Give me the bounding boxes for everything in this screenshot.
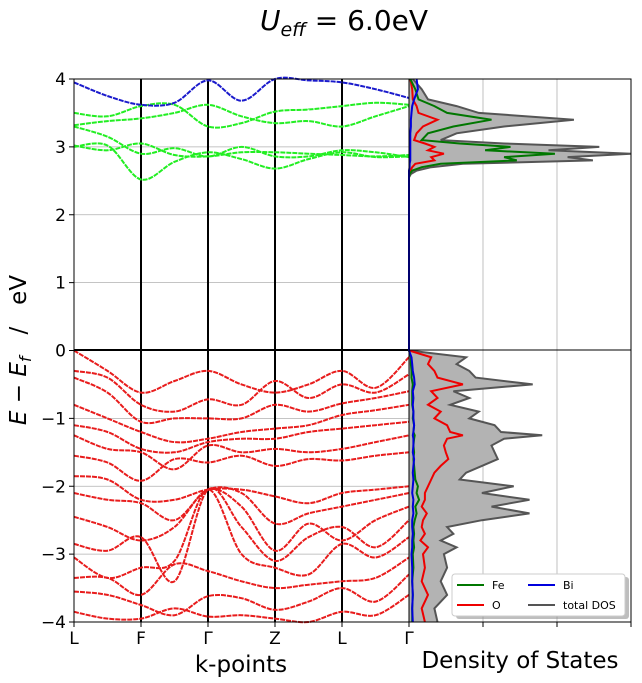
y-tick-label: 4 xyxy=(55,70,66,90)
total-dos-curve xyxy=(408,78,632,623)
legend-bi-label: Bi xyxy=(563,579,574,592)
conduction-band xyxy=(73,125,410,159)
y-tick-label: −1 xyxy=(41,409,66,429)
band-lines xyxy=(73,76,410,624)
ylabel-ef-sub: f xyxy=(16,354,35,362)
valence-band xyxy=(73,403,410,444)
valence-band xyxy=(73,451,410,482)
ylabel-unit: eV xyxy=(6,275,32,305)
ylabel-sep: / xyxy=(6,305,32,357)
dos-curves xyxy=(408,78,632,623)
y-tick-label: −4 xyxy=(41,613,66,633)
ylabel-ef: E xyxy=(6,362,32,377)
k-point-label: L xyxy=(69,629,79,649)
y-tick-label: 0 xyxy=(55,342,66,362)
valence-band xyxy=(73,475,410,505)
legend-total-label: total DOS xyxy=(563,599,616,612)
bi-dos-curve xyxy=(408,78,419,623)
k-point-label: L xyxy=(337,629,347,649)
valence-band xyxy=(73,349,410,394)
x-axis-label: k-points xyxy=(195,652,287,678)
valence-band xyxy=(73,420,410,454)
k-point-label: F xyxy=(136,629,146,649)
k-point-label: Z xyxy=(269,629,281,649)
valence-band xyxy=(73,487,410,584)
y-tick-label: 1 xyxy=(55,274,66,294)
o-dos-curve xyxy=(408,78,464,623)
total-dos-fill xyxy=(409,79,631,622)
title-subscript: eff xyxy=(280,19,308,41)
valence-band xyxy=(73,556,410,596)
k-point-label: Γ xyxy=(404,629,414,649)
y-tick-label: 2 xyxy=(55,206,66,226)
conduction-band xyxy=(73,142,410,158)
conduction-band xyxy=(73,103,410,128)
valence-band xyxy=(73,488,410,580)
y-axis-label: E − Ef / eV xyxy=(6,275,35,425)
valence-band xyxy=(73,486,410,526)
legend: Fe Bi O total DOS xyxy=(451,573,629,619)
valence-band xyxy=(73,434,410,471)
y-axis-ticks: −4 −3 −2 −1 0 1 2 3 4 xyxy=(41,70,74,633)
valence-band xyxy=(73,376,410,425)
legend-o-label: O xyxy=(492,599,501,612)
y-tick-label: 3 xyxy=(55,138,66,158)
k-point-label: Γ xyxy=(203,629,213,649)
ylabel-e: E xyxy=(6,410,32,425)
legend-fe-label: Fe xyxy=(492,579,505,592)
dos-panel: Fe Bi O total DOS xyxy=(408,78,632,627)
valence-band xyxy=(73,573,410,617)
title-symbol: U xyxy=(260,4,281,37)
dos-panel-frame xyxy=(408,78,632,623)
band-panel: −4 −3 −2 −1 0 1 2 3 4 L F Γ Z L Γ xyxy=(41,70,631,649)
valence-band xyxy=(73,594,410,624)
valence-band xyxy=(73,369,410,413)
conduction-band xyxy=(73,101,410,129)
legend-box xyxy=(451,573,626,617)
conduction-band xyxy=(73,142,410,181)
chart-title: Ueff = 6.0eV xyxy=(260,4,428,41)
dos-x-ticks xyxy=(408,622,632,627)
upper-band xyxy=(73,76,410,107)
y-tick-label: −3 xyxy=(41,545,66,565)
title-value: = 6.0eV xyxy=(306,4,428,37)
dos-axis-label: Density of States xyxy=(421,648,618,674)
y-tick-label: −2 xyxy=(41,477,66,497)
ylabel-minus: − xyxy=(6,377,32,411)
